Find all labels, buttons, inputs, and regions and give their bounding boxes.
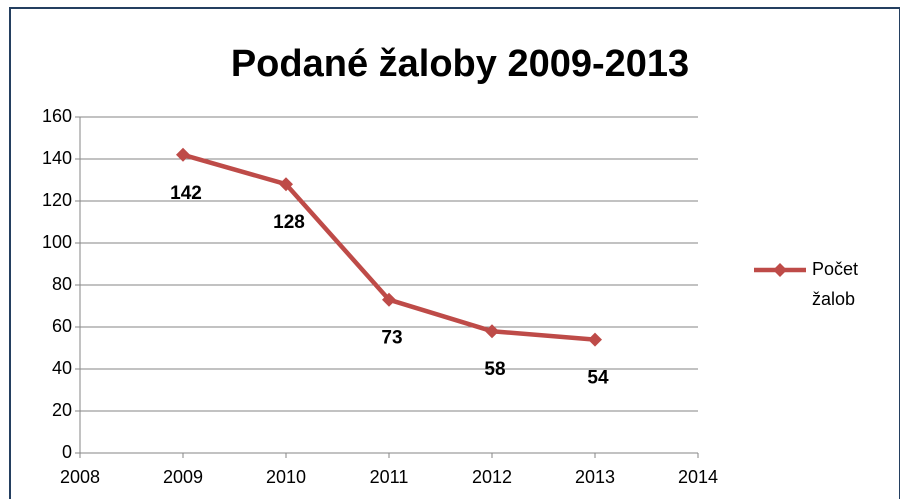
legend-word: Počet xyxy=(812,259,858,279)
x-tick-label: 2012 xyxy=(472,467,512,487)
x-tick-label: 2013 xyxy=(575,467,615,487)
data-marker xyxy=(382,292,396,307)
y-tick-label: 160 xyxy=(42,106,72,126)
y-tick-label: 100 xyxy=(42,232,72,252)
data-label: 54 xyxy=(587,368,609,389)
data-marker xyxy=(588,332,602,347)
data-label: 73 xyxy=(381,328,402,349)
data-marker xyxy=(279,177,293,192)
y-tick-label: 60 xyxy=(52,316,72,336)
data-label: 58 xyxy=(484,359,505,380)
chart-title: Podané žaloby 2009-2013 xyxy=(231,43,689,85)
y-tick-label: 120 xyxy=(42,190,72,210)
data-label: 128 xyxy=(273,212,305,233)
x-tick-label: 2008 xyxy=(60,467,100,487)
data-label: 142 xyxy=(170,183,202,204)
y-tick-label: 40 xyxy=(52,358,72,378)
x-tick-label: 2009 xyxy=(163,467,203,487)
x-tick-label: 2011 xyxy=(370,467,409,487)
y-tick-label: 80 xyxy=(52,274,72,294)
y-tick-label: 140 xyxy=(42,148,72,168)
x-tick-label: 2010 xyxy=(266,467,306,487)
legend-word: žalob xyxy=(812,289,855,309)
data-marker xyxy=(176,147,190,162)
legend-marker xyxy=(773,263,787,277)
chart-frame xyxy=(9,7,900,499)
legend-label: Počet žalob xyxy=(812,259,858,309)
x-tick-label: 2014 xyxy=(678,467,718,487)
data-marker xyxy=(485,324,499,339)
y-tick-label: 20 xyxy=(52,400,72,420)
y-tick-label: 0 xyxy=(62,442,72,462)
